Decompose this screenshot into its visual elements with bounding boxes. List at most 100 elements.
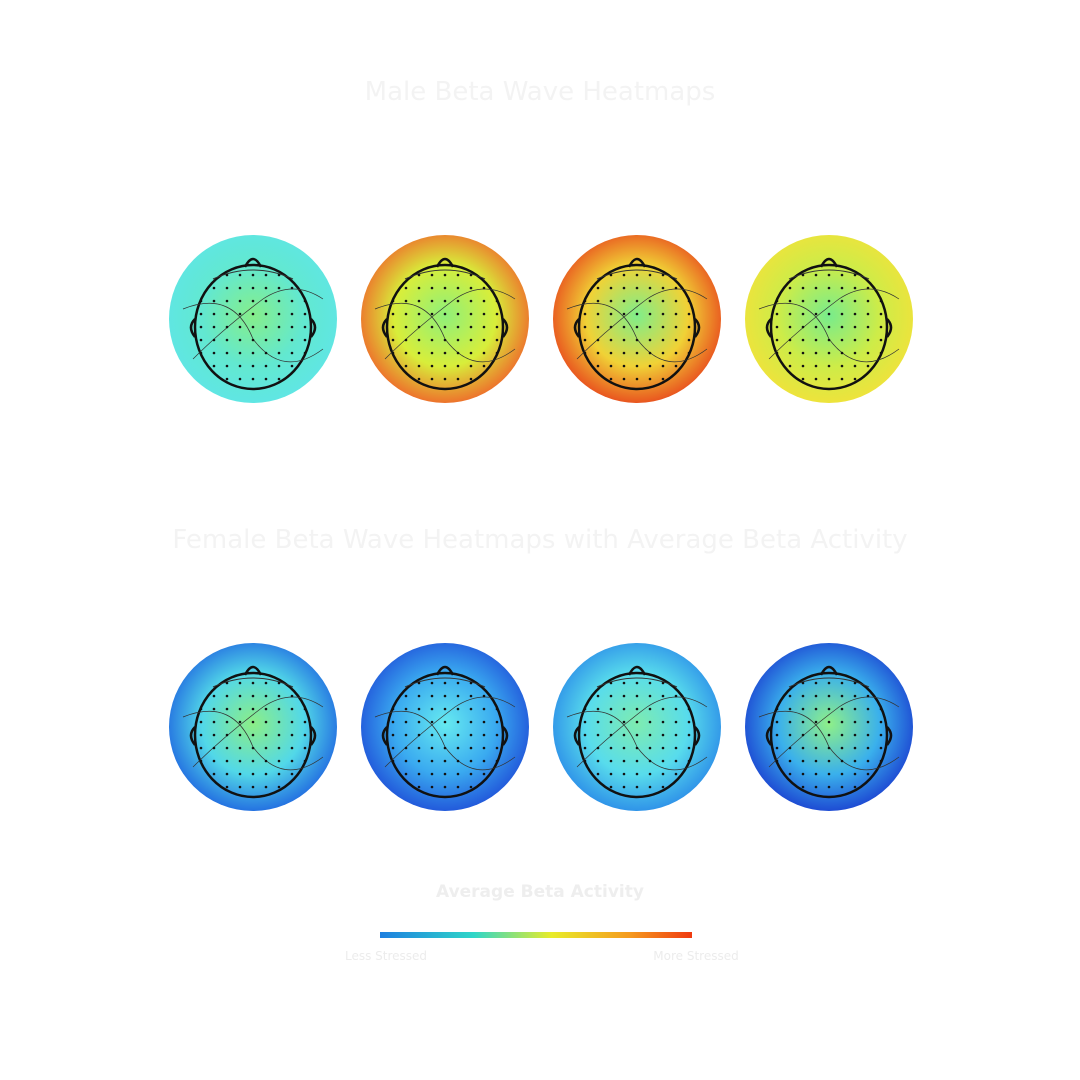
electrode <box>443 351 447 355</box>
electrode <box>290 364 294 368</box>
electrode <box>596 759 600 763</box>
electrode <box>661 733 665 737</box>
electrode <box>495 759 499 763</box>
electrode <box>814 785 818 789</box>
electrode <box>635 312 639 316</box>
electrode <box>264 299 268 303</box>
electrode <box>661 772 665 776</box>
electrode <box>801 707 805 711</box>
electrode <box>687 707 691 711</box>
electrode <box>788 299 792 303</box>
electrode <box>827 733 831 737</box>
electrode <box>814 325 818 329</box>
electrode <box>264 681 268 685</box>
electrode <box>443 273 447 277</box>
electrode <box>635 759 639 763</box>
electrode <box>635 273 639 277</box>
electrode <box>443 720 447 724</box>
electrode <box>635 351 639 355</box>
electrode <box>264 746 268 750</box>
electrode <box>840 312 844 316</box>
electrode <box>277 746 281 750</box>
electrode <box>622 733 626 737</box>
electrode <box>417 759 421 763</box>
electrode <box>238 312 242 316</box>
electrode <box>303 338 307 342</box>
electrode <box>622 312 626 316</box>
heatmap <box>361 235 529 403</box>
electrode <box>264 759 268 763</box>
electrode <box>225 312 229 316</box>
electrode <box>199 720 203 724</box>
electrode <box>430 733 434 737</box>
electrode <box>596 720 600 724</box>
electrode <box>264 694 268 698</box>
electrode <box>674 286 678 290</box>
electrode <box>290 286 294 290</box>
electrode <box>853 759 857 763</box>
electrode <box>482 759 486 763</box>
electrode <box>482 351 486 355</box>
electrode <box>225 746 229 750</box>
electrode <box>430 299 434 303</box>
electrode <box>635 772 639 776</box>
electrode <box>661 746 665 750</box>
electrode <box>775 720 779 724</box>
electrode <box>609 377 613 381</box>
electrode <box>801 273 805 277</box>
electrode <box>303 720 307 724</box>
electrode <box>879 746 883 750</box>
heatmap <box>361 643 529 811</box>
heatmap <box>169 643 337 811</box>
electrode <box>238 299 242 303</box>
electrode <box>775 707 779 711</box>
electrode <box>456 681 460 685</box>
electrode <box>801 286 805 290</box>
electrode <box>648 772 652 776</box>
electrode <box>622 681 626 685</box>
electrode <box>674 720 678 724</box>
electrode <box>469 364 473 368</box>
electrode <box>404 720 408 724</box>
electrode <box>251 772 255 776</box>
electrode <box>661 681 665 685</box>
electrode <box>674 759 678 763</box>
electrode <box>303 325 307 329</box>
electrode <box>609 364 613 368</box>
electrode <box>456 694 460 698</box>
electrode <box>814 286 818 290</box>
electrode <box>801 299 805 303</box>
electrode <box>404 338 408 342</box>
electrode <box>674 338 678 342</box>
electrode <box>827 694 831 698</box>
heatmap <box>745 235 913 403</box>
electrode <box>264 273 268 277</box>
electrode <box>866 312 870 316</box>
electrode <box>290 720 294 724</box>
heatmaps <box>169 235 913 811</box>
electrode <box>648 720 652 724</box>
electrode <box>583 746 587 750</box>
electrode <box>775 299 779 303</box>
electrode <box>495 351 499 355</box>
electrode <box>430 720 434 724</box>
electrode <box>199 312 203 316</box>
electrode <box>251 351 255 355</box>
electrode <box>648 364 652 368</box>
electrode <box>482 720 486 724</box>
electrode <box>609 325 613 329</box>
electrode <box>788 694 792 698</box>
electrode <box>469 377 473 381</box>
electrode <box>225 733 229 737</box>
electrode <box>199 299 203 303</box>
electrode <box>853 364 857 368</box>
electrode <box>417 299 421 303</box>
electrode <box>866 772 870 776</box>
electrode <box>225 286 229 290</box>
electrode <box>866 364 870 368</box>
heatmap <box>553 643 721 811</box>
electrode <box>687 733 691 737</box>
electrode <box>391 325 395 329</box>
electrode <box>840 364 844 368</box>
electrode <box>417 377 421 381</box>
